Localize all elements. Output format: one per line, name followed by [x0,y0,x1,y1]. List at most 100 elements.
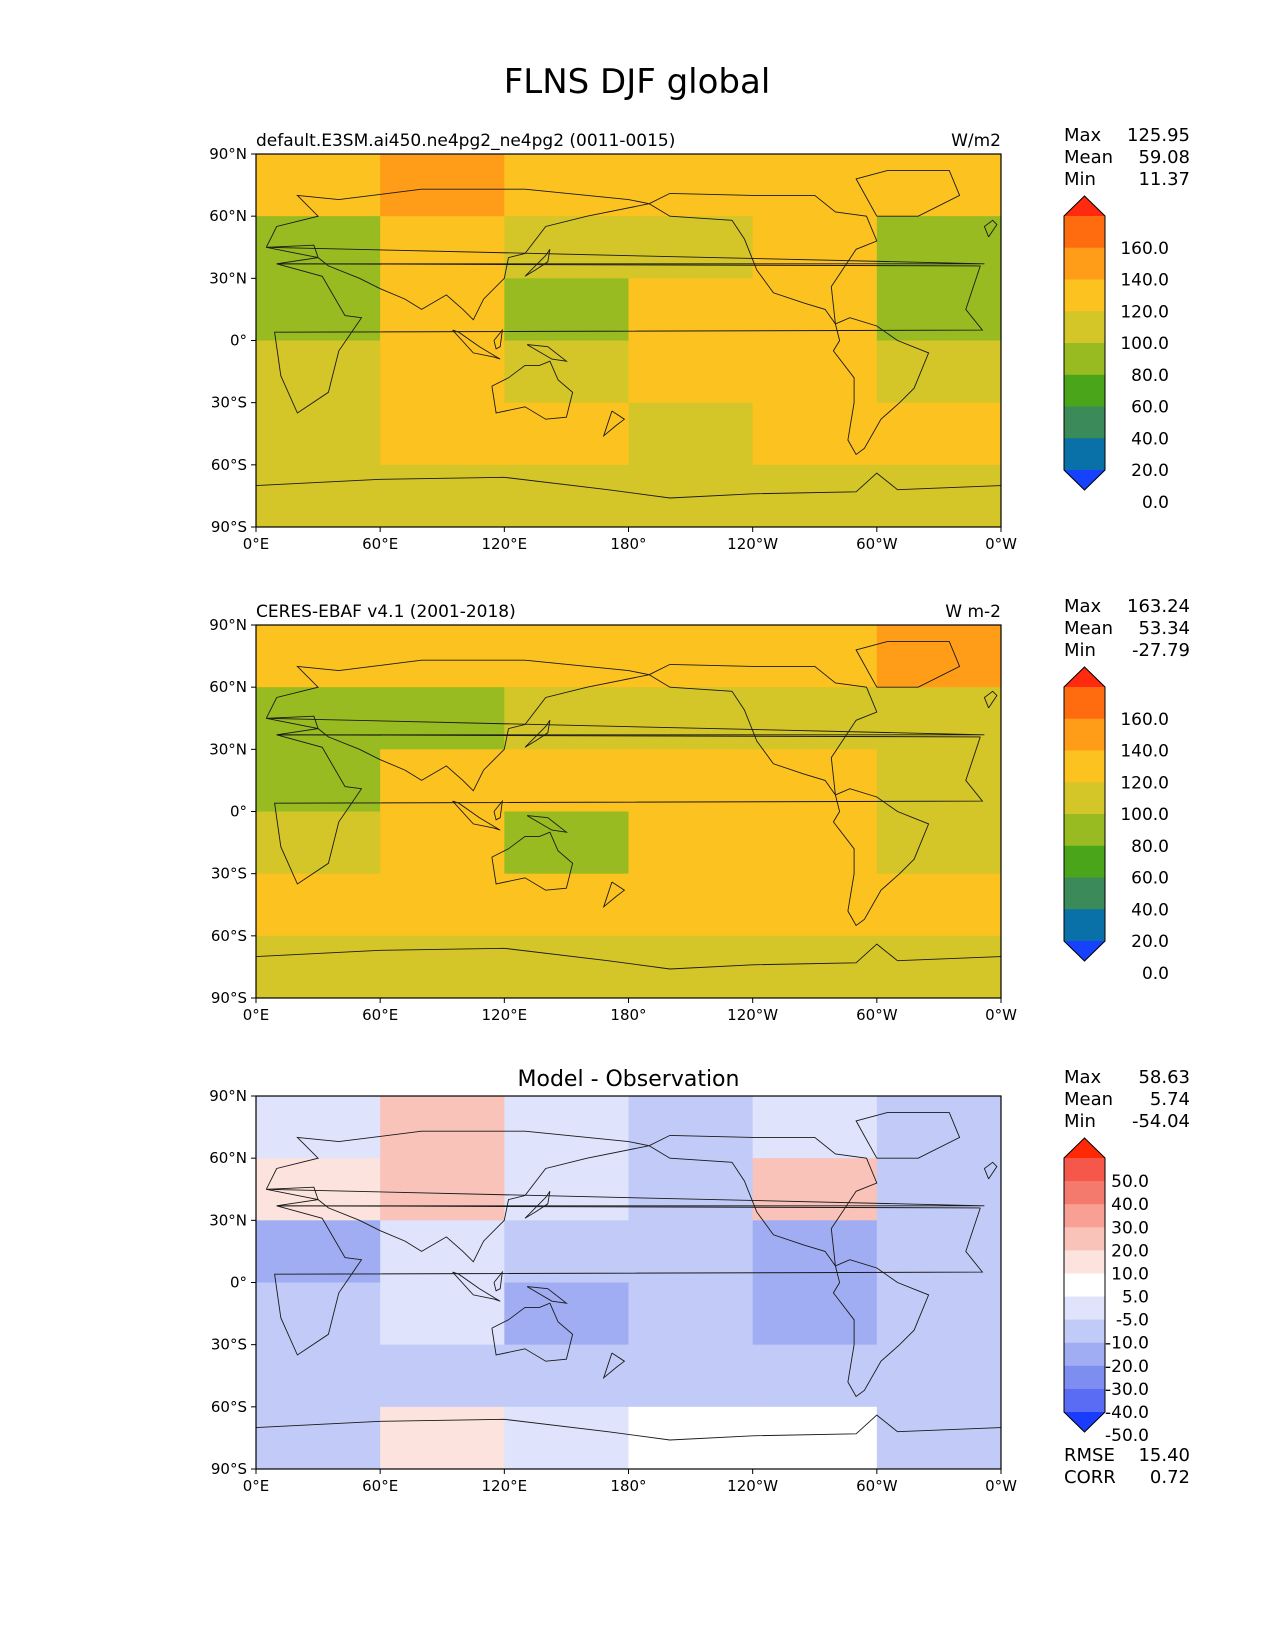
lon-tick-label: 0°W [985,1477,1017,1495]
map-cell [380,464,505,528]
coastline [266,715,985,736]
colorbar-tick-label: 80.0 [1131,837,1169,857]
stat-value: -27.79 [1132,640,1190,661]
colorbar-tick-label: 80.0 [1131,366,1169,386]
coastline [855,170,961,217]
coastlines [255,1112,1002,1441]
stat-label: CORR [1064,1467,1116,1488]
map-cell [876,935,1002,999]
coastline [832,1259,930,1398]
map-cell [628,811,754,875]
map-cell [876,216,1002,279]
map-cell [752,278,878,341]
colorbar-segment [1064,814,1105,847]
lon-tick-label: 180° [610,535,646,553]
map-cell [752,464,878,528]
colorbar-outline [1063,666,1106,962]
colorbar-tick-label: -50.0 [1105,1426,1149,1446]
map-cell [876,873,1002,937]
map-cell [256,811,381,875]
lon-tick-label: 0°E [243,1006,270,1024]
map-cell [876,340,1002,404]
coastline [491,1302,574,1362]
map-cell [504,749,629,812]
map-cell [504,1344,629,1408]
colorbar-tick-label: 60.0 [1131,869,1169,889]
stat-value: 53.34 [1138,618,1190,639]
lat-tick-label: 60°N [209,678,247,696]
map-cell [628,340,754,404]
stat-label: Max [1064,125,1102,146]
map-cell [504,1220,629,1283]
map-cell [256,278,381,341]
panel-title: CERES-EBAF v4.1 (2001-2018) [256,602,516,622]
map-cell [752,216,878,279]
map-cell [752,811,878,875]
lon-tick-label: 120°E [482,1006,528,1024]
colorbar-segment [1064,311,1105,344]
lat-tick-label: 30°S [211,394,247,412]
map-cell [628,1096,754,1159]
map-cell [380,1406,505,1470]
lat-tick-label: 90°S [211,1460,247,1478]
map-cell [504,464,629,528]
map-cell [752,1096,878,1159]
lat-tick-label: 60°N [209,207,247,225]
lon-tick-label: 180° [610,1006,646,1024]
lon-tick-label: 0°W [985,1006,1017,1024]
colorbar-segment [1064,845,1105,878]
stat-value: 0.72 [1150,1467,1190,1488]
lon-tick-label: 0°W [985,535,1017,553]
coastline [265,1130,650,1263]
colorbar-tick-label: 120.0 [1120,302,1169,322]
coastline [274,263,984,414]
stat-label: Mean [1064,1089,1113,1110]
map-cell [256,749,381,812]
colorbar-tick-label: 120.0 [1120,773,1169,793]
coastline [855,1112,961,1159]
map-cell [628,1220,754,1283]
panel-2: 90°N 60°N 30°N 0° 30°S 60°S 90°S0°E 60°E 120°E 18… [209,596,1190,1024]
map-cell [256,1220,381,1283]
colorbar-segment [1064,909,1105,942]
map-cell [504,154,629,217]
map-cell [504,935,629,999]
coastline [648,192,878,326]
map-cell [752,1158,878,1221]
map-cell [504,1096,629,1159]
map-cell [504,1406,629,1470]
coastline [524,1191,551,1219]
map-cell [504,625,629,688]
map-cell [876,811,1002,875]
coastline [493,328,503,350]
stat-label: Mean [1064,147,1113,168]
map-cell [504,216,629,279]
stat-value: 15.40 [1138,1445,1190,1466]
colorbar-extend-min [1064,941,1105,961]
lon-tick-label: 60°W [856,1477,898,1495]
coastline [265,188,650,321]
colorbar-tick-label: -5.0 [1116,1311,1149,1331]
colorbar-tick-label: 140.0 [1120,271,1169,291]
map-cell [380,402,505,466]
map-cell [752,687,878,750]
map-cell [256,402,381,466]
colorbar-tick-label: 5.0 [1122,1288,1149,1308]
colorbar-segment [1064,1365,1105,1390]
map-cell [752,1406,878,1470]
lat-tick-label: 60°S [211,1398,247,1416]
panel-title: Model - Observation [518,1067,740,1092]
map-cell [380,1282,505,1346]
map-cell [752,1344,878,1408]
coastline [491,360,574,420]
stat-value: 125.95 [1127,125,1190,146]
coastline [524,249,551,277]
stat-label: Min [1064,169,1096,190]
coastlines [255,170,1002,499]
colorbar-tick-label: 160.0 [1120,710,1169,730]
colorbar: 160.0 140.0 120.0 100.0 80.0 60.0 40.0 20.0 0.0 [1063,195,1169,513]
map-cell [380,154,505,217]
coastline [648,1134,878,1268]
